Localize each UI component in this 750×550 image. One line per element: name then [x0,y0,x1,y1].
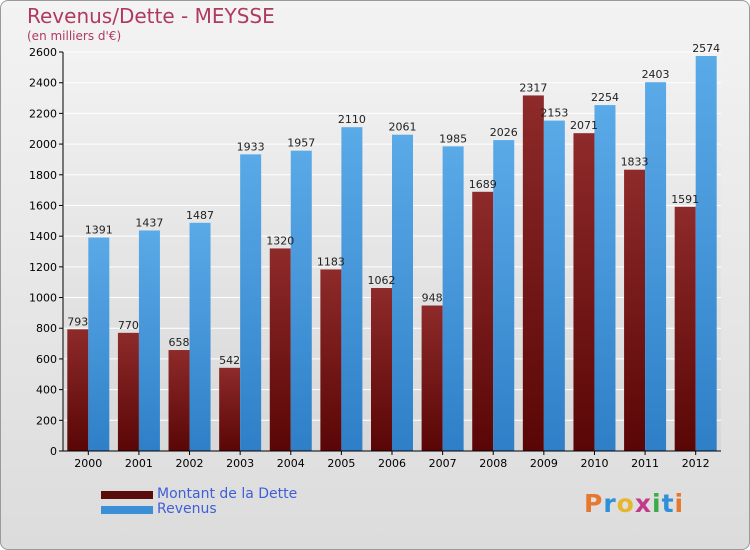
y-tick-label: 2200 [29,107,57,120]
brand-letter: i [652,489,662,518]
x-tick-label: 2002 [176,457,204,470]
data-label-revenue: 2403 [642,68,670,81]
x-tick-label: 2001 [125,457,153,470]
y-tick-label: 1000 [29,292,57,305]
data-label-debt: 658 [169,336,190,349]
legend-label-revenue: Revenus [157,501,217,517]
data-label-debt: 770 [118,319,139,332]
brand-letter: o [616,489,635,518]
data-label-revenue: 2110 [338,113,366,126]
x-tick-label: 2000 [74,457,102,470]
x-tick-label: 2010 [580,457,608,470]
chart-subtitle: (en milliers d'€) [27,29,122,43]
data-label-revenue: 1985 [439,132,467,145]
bar-debt [269,248,291,451]
brand-letter: P [584,489,604,518]
brand-letter: t [661,489,675,518]
data-label-revenue: 1957 [287,137,315,150]
bar-revenue [189,222,211,451]
y-tick-label: 1400 [29,230,57,243]
brand-logo: Proxiti [584,489,684,518]
chart-title: Revenus/Dette - MEYSSE [27,4,275,28]
bar-debt [421,305,443,451]
x-tick-label: 2004 [277,457,305,470]
y-tick-label: 2000 [29,138,57,151]
data-label-debt: 1833 [621,156,649,169]
bar-debt [371,288,392,451]
bar-revenue [138,230,160,451]
data-label-revenue: 1487 [186,209,214,222]
legend-label-debt: Montant de la Dette [157,486,298,502]
y-tick-label: 2600 [29,46,57,59]
data-label-revenue: 2254 [591,91,619,104]
bar-revenue [240,154,262,452]
chart-legend: Montant de la Dette Revenus [101,487,297,517]
x-tick-label: 2012 [682,457,710,470]
data-label-revenue: 2153 [540,107,568,120]
bar-revenue [88,237,110,451]
data-label-revenue: 2574 [692,42,720,55]
bar-debt [674,206,696,451]
bar-debt [67,329,89,451]
x-tick-label: 2008 [479,457,507,470]
bar-debt [117,332,139,451]
bar-debt [522,95,544,451]
data-label-debt: 1591 [671,193,699,206]
y-tick-label: 2400 [29,77,57,90]
brand-letter: x [634,489,652,518]
bar-debt [624,169,646,451]
legend-item-debt: Montant de la Dette [101,487,297,502]
legend-swatch-revenue [101,505,153,514]
y-tick-label: 1800 [29,169,57,182]
bar-debt [472,191,494,451]
data-label-debt: 1062 [368,274,396,287]
data-label-revenue: 1391 [85,224,113,237]
x-tick-label: 2009 [530,457,558,470]
bar-revenue [645,82,667,451]
bar-revenue [695,55,717,452]
x-tick-label: 2005 [327,457,355,470]
bar-debt [320,269,342,451]
data-label-debt: 1320 [266,234,294,247]
bar-revenue [493,140,515,452]
x-tick-label: 2011 [631,457,659,470]
data-label-revenue: 1437 [135,216,163,229]
brand-letter: r [603,489,617,518]
bar-revenue [341,127,363,451]
data-label-debt: 793 [67,315,88,328]
y-tick-label: 1600 [29,199,57,212]
x-tick-label: 2006 [378,457,406,470]
bar-revenue [392,134,413,452]
bar-debt [168,350,190,451]
data-label-debt: 1689 [469,178,497,191]
y-tick-label: 800 [36,322,57,335]
data-label-debt: 542 [219,354,240,367]
y-tick-label: 400 [36,384,57,397]
y-tick-label: 0 [50,445,57,458]
bar-debt [219,367,241,451]
bar-revenue [594,105,616,452]
data-label-revenue: 2026 [490,126,518,139]
bar-debt [573,133,595,451]
data-label-revenue: 1933 [237,140,265,153]
data-label-debt: 2317 [519,81,547,94]
x-tick-label: 2003 [226,457,254,470]
legend-swatch-debt [101,490,153,499]
y-tick-label: 1200 [29,261,57,274]
bar-revenue [290,150,312,451]
data-label-debt: 948 [422,292,443,305]
data-label-debt: 2071 [570,119,598,132]
data-label-revenue: 2061 [389,121,417,134]
x-tick-label: 2007 [429,457,457,470]
y-tick-label: 600 [36,353,57,366]
legend-item-revenue: Revenus [101,502,297,517]
brand-letter: i [674,489,685,518]
y-tick-label: 200 [36,414,57,427]
bar-revenue [543,120,565,452]
data-label-debt: 1183 [317,255,345,268]
bar-revenue [442,146,464,451]
